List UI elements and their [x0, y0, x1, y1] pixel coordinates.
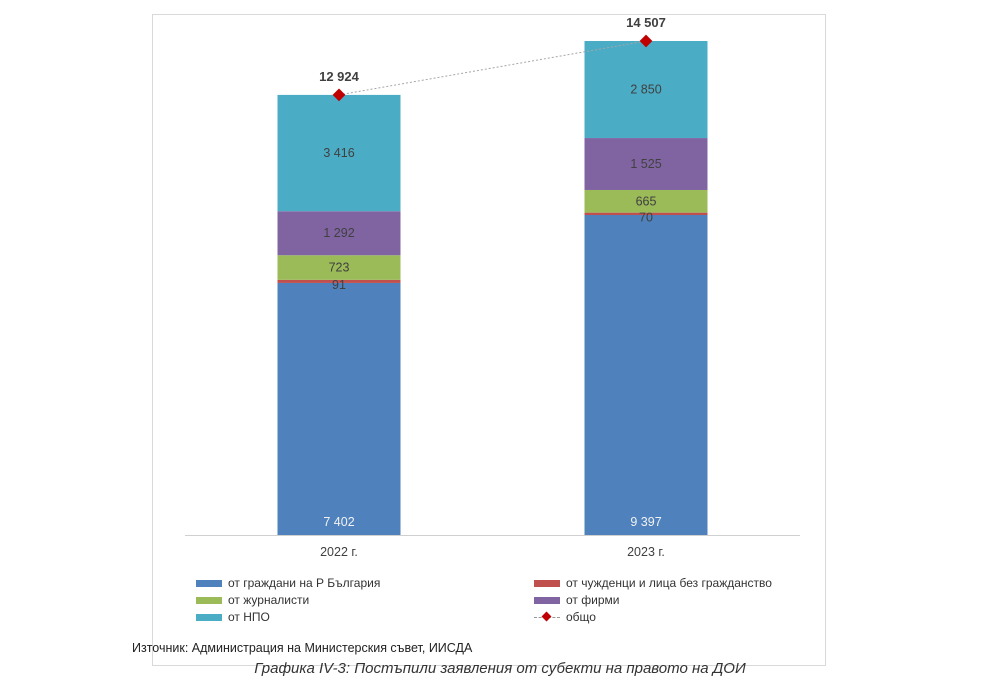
chart-frame — [152, 14, 826, 666]
data-label-ngo-1: 2 850 — [630, 83, 661, 97]
legend-label-citizens: от граждани на Р България — [228, 576, 381, 590]
total-label-0: 12 924 — [319, 69, 360, 84]
bar-companies-1 — [584, 138, 708, 190]
x-tick-label-1: 2023 г. — [627, 545, 665, 559]
data-label-companies-0: 1 292 — [323, 226, 354, 240]
bar-companies-0 — [277, 211, 401, 256]
legend-label-ngo: от НПО — [228, 610, 270, 624]
total-marker-0 — [332, 88, 346, 102]
x-tick-label-0: 2022 г. — [320, 545, 358, 559]
legend-label-companies: от фирми — [566, 593, 620, 607]
legend-swatch-journalists — [196, 596, 222, 604]
bar-ngo-1 — [584, 41, 708, 139]
legend-item-citizens: от граждани на Р България — [196, 575, 380, 591]
legend-swatch-citizens — [196, 579, 222, 587]
figure-caption: Графика IV-3: Постъпили заявления от суб… — [254, 660, 746, 677]
legend-item-companies: от фирми — [534, 592, 619, 608]
data-label-journalists-1: 665 — [636, 194, 657, 208]
legend-swatch-total — [534, 612, 560, 622]
data-label-journalists-0: 723 — [329, 261, 350, 275]
bar-citizens-0 — [277, 282, 401, 535]
total-label-1: 14 507 — [626, 15, 666, 30]
legend-swatch-companies — [534, 596, 560, 604]
bar-citizens-1 — [584, 215, 708, 535]
legend-item-total: общо — [534, 609, 596, 625]
legend: от граждани на Р България от чужденци и … — [0, 572, 1000, 632]
bar-journalists-0 — [277, 255, 401, 280]
stacked-bar-chart: 7 402 91 723 1 292 3 416 2022 г. 9 397 70 665 1 5… — [185, 15, 800, 559]
legend-swatch-ngo — [196, 613, 222, 621]
legend-swatch-foreigners — [534, 579, 560, 587]
bar-journalists-1 — [584, 189, 708, 213]
data-label-citizens-1: 9 397 — [630, 515, 661, 529]
legend-item-ngo: от НПО — [196, 609, 270, 625]
bar-foreigners-0 — [277, 279, 401, 283]
source-note: Източник: Администрация на Министерския … — [132, 641, 473, 655]
legend-label-foreigners: от чужденци и лица без гражданство — [566, 576, 772, 590]
bar-foreigners-1 — [584, 212, 708, 216]
legend-item-foreigners: от чужденци и лица без гражданство — [534, 575, 772, 591]
data-label-foreigners-0: 91 — [332, 278, 346, 292]
data-label-foreigners-1: 70 — [639, 211, 653, 225]
data-label-citizens-0: 7 402 — [323, 515, 354, 529]
legend-item-journalists: от журналисти — [196, 592, 309, 608]
legend-label-total: общо — [566, 610, 596, 624]
legend-label-journalists: от журналисти — [228, 593, 310, 607]
data-label-ngo-0: 3 416 — [323, 146, 354, 160]
data-label-companies-1: 1 525 — [630, 157, 661, 171]
bar-ngo-0 — [277, 94, 401, 212]
